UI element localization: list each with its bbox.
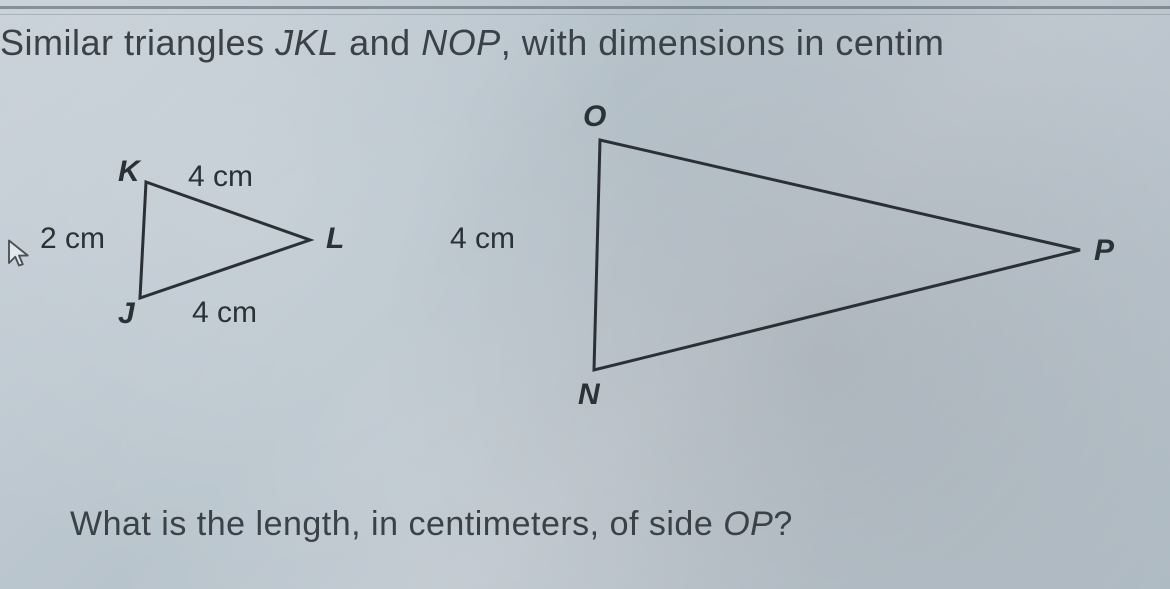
side-NO-label: 4 cm <box>450 222 515 256</box>
vertex-O: O <box>583 100 606 134</box>
vertex-K: K <box>118 155 140 189</box>
triangle-nop <box>540 120 1120 420</box>
prompt-triangle-1: JKL <box>275 22 339 63</box>
question-post: ? <box>773 505 792 543</box>
prompt-pre: Similar triangles <box>0 22 275 63</box>
question-pre: What is the length, in centimeters, of s… <box>70 505 723 543</box>
triangle-nop-shape <box>594 140 1080 370</box>
question-text: What is the length, in centimeters, of s… <box>70 505 793 544</box>
mouse-cursor-icon <box>6 238 32 268</box>
vertex-N: N <box>578 378 600 412</box>
triangle-jkl-shape <box>140 182 310 298</box>
prompt-mid: and <box>339 22 422 63</box>
top-rule-line <box>0 6 1170 9</box>
side-JK-label: 2 cm <box>40 222 105 256</box>
prompt-post: , with dimensions in centim <box>501 22 945 63</box>
vertex-P: P <box>1094 234 1114 268</box>
problem-prompt: Similar triangles JKL and NOP, with dime… <box>0 22 944 64</box>
prompt-triangle-2: NOP <box>421 22 501 63</box>
side-JL-label: 4 cm <box>192 296 257 330</box>
question-side: OP <box>723 505 773 543</box>
side-KL-label: 4 cm <box>188 160 253 194</box>
top-rule-line-thin <box>0 14 1170 15</box>
vertex-L: L <box>326 222 344 256</box>
vertex-J: J <box>118 297 135 331</box>
